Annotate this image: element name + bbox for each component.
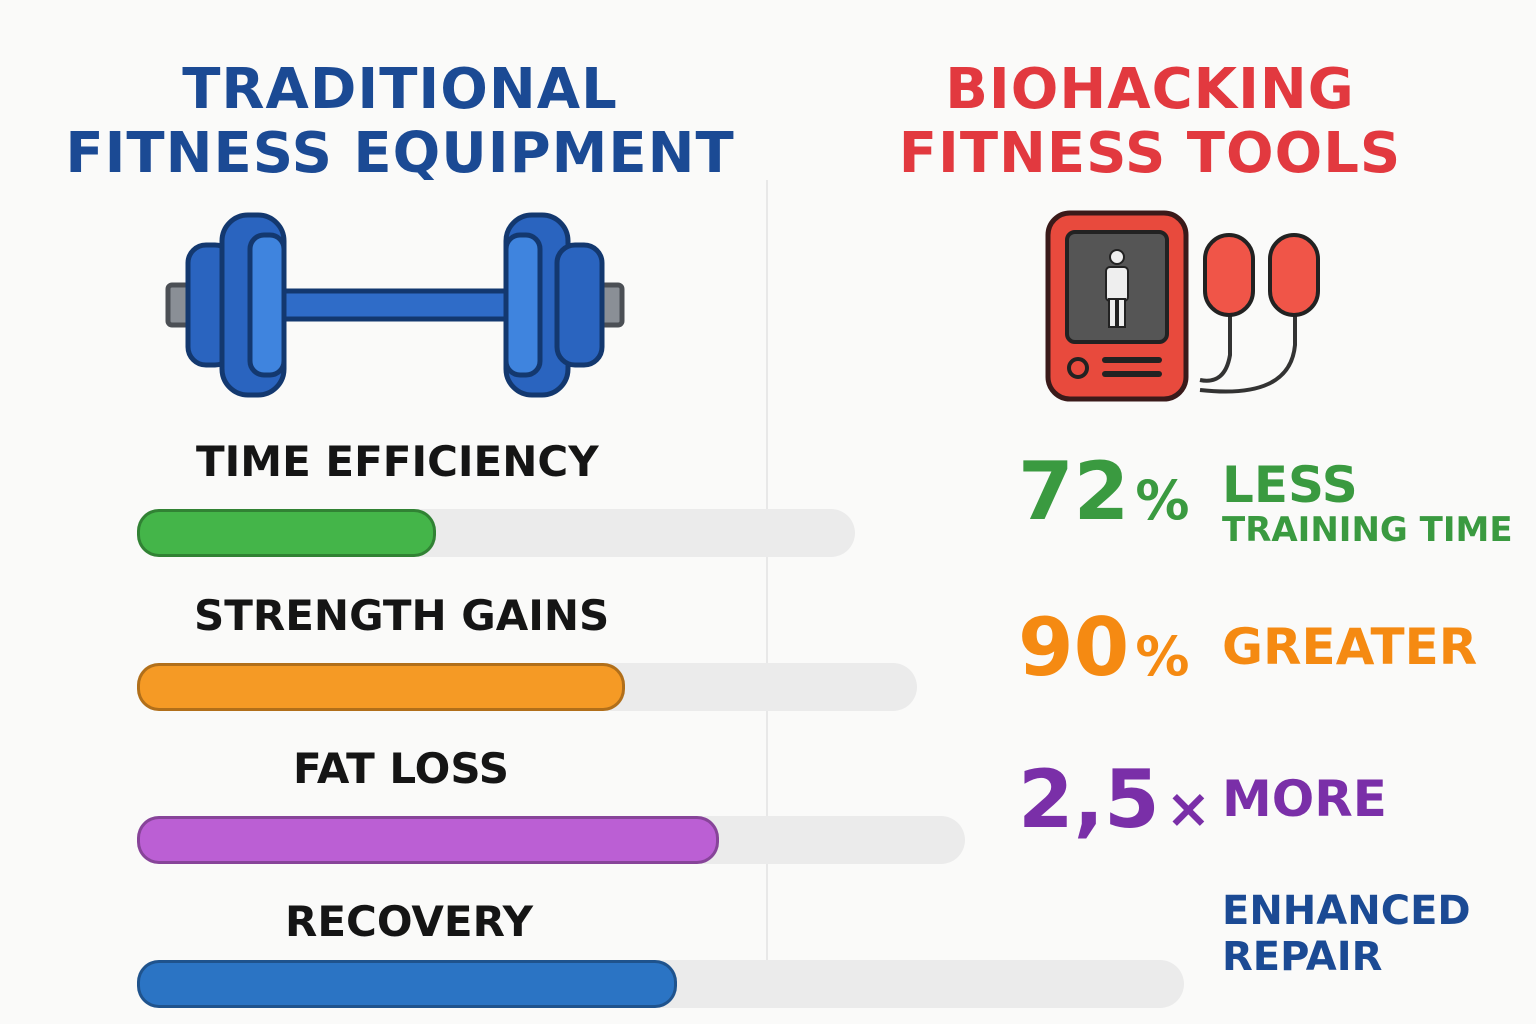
center-divider: [766, 180, 768, 960]
stat-number: 72: [1018, 445, 1130, 538]
stat-line-more: MORE: [1222, 770, 1387, 828]
left-title: TRADITIONAL FITNESS EQUIPMENT: [60, 58, 740, 186]
right-title-line-2: FITNESS TOOLS: [898, 121, 1402, 186]
metric-label-strength-gains: STRENGTH GAINS: [194, 591, 610, 640]
left-title-line-1: TRADITIONAL: [182, 57, 618, 122]
stat-line-training-time: TRAINING TIME: [1222, 510, 1513, 550]
stat-number: 2,5: [1018, 753, 1160, 846]
dumbbell-icon: [165, 212, 625, 398]
left-title-line-2: FITNESS EQUIPMENT: [65, 121, 735, 186]
metric-label-fat-loss: FAT LOSS: [293, 744, 509, 793]
stat-unit: %: [1135, 469, 1190, 532]
ems-device-icon: [1045, 210, 1320, 402]
progress-fill-fat-loss: [137, 816, 719, 864]
stat-line-greater: GREATER: [1222, 618, 1478, 676]
metric-label-recovery: RECOVERY: [285, 897, 534, 946]
metric-label-time-efficiency: TIME EFFICIENCY: [196, 437, 599, 486]
stat-unit: %: [1135, 625, 1190, 688]
stat-value-time: 72%: [1018, 452, 1189, 541]
stat-line-enhanced: ENHANCED: [1222, 888, 1471, 934]
progress-fill-strength-gains: [137, 663, 625, 711]
progress-fill-recovery: [137, 960, 677, 1008]
right-title: BIOHACKING FITNESS TOOLS: [860, 58, 1440, 186]
stat-unit: ×: [1165, 777, 1211, 840]
stat-value-strength: 90%: [1018, 608, 1189, 697]
stat-line-less: LESS: [1222, 456, 1358, 514]
stat-line-repair: REPAIR: [1222, 934, 1383, 980]
stat-value-fat: 2,5 ×: [1018, 760, 1211, 849]
stat-number: 90: [1018, 601, 1130, 694]
progress-fill-time-efficiency: [137, 509, 436, 557]
right-title-line-1: BIOHACKING: [945, 57, 1355, 122]
